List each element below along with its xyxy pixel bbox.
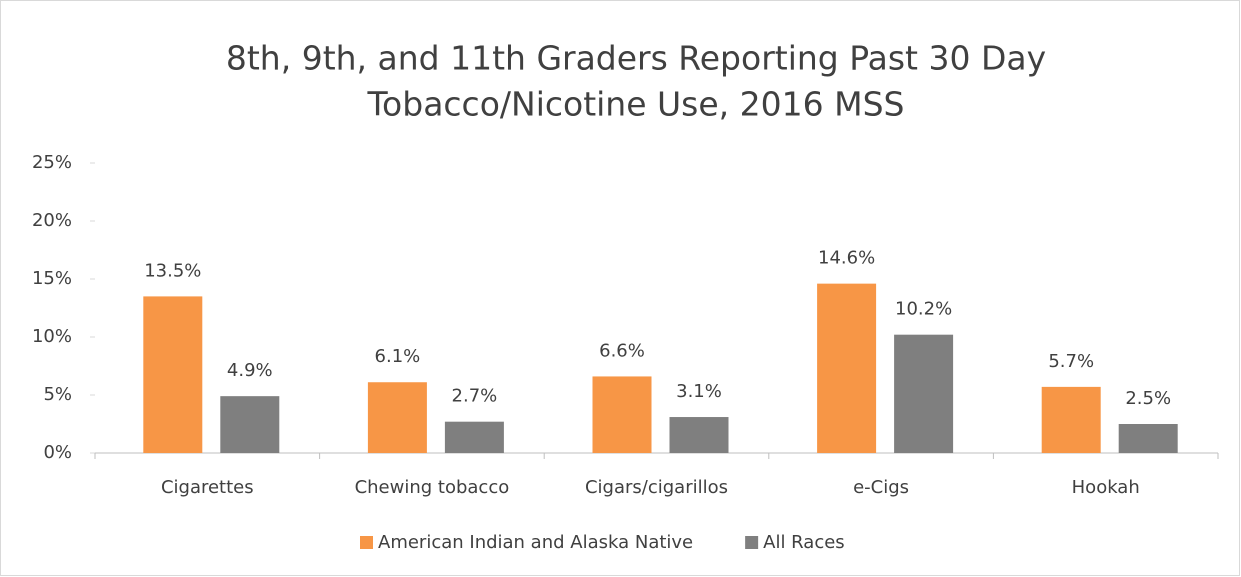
bar xyxy=(367,382,427,453)
chart-title: 8th, 9th, and 11th Graders Reporting Pas… xyxy=(226,39,1046,78)
legend-label: American Indian and Alaska Native xyxy=(378,532,693,553)
legend-swatch xyxy=(745,536,759,549)
bar xyxy=(817,283,877,453)
data-label: 6.6% xyxy=(599,340,645,361)
data-label: 13.5% xyxy=(144,260,201,281)
y-tick-label: 25% xyxy=(32,152,72,173)
y-tick-label: 5% xyxy=(43,384,72,405)
bar xyxy=(444,421,504,453)
y-tick-label: 10% xyxy=(32,326,72,347)
y-tick-label: 0% xyxy=(43,442,72,463)
bar xyxy=(894,334,954,453)
bar xyxy=(1041,386,1101,453)
bar xyxy=(669,417,729,453)
data-label: 14.6% xyxy=(818,248,875,269)
legend-swatch xyxy=(360,536,373,549)
bar xyxy=(220,396,280,453)
bar xyxy=(592,376,652,453)
x-tick-label: Cigarettes xyxy=(161,477,254,498)
data-label: 2.5% xyxy=(1125,388,1171,409)
x-tick-label: Hookah xyxy=(1072,477,1140,498)
data-label: 4.9% xyxy=(227,360,273,381)
x-tick-label: Cigars/cigarillos xyxy=(585,477,728,498)
y-tick-label: 15% xyxy=(32,268,72,289)
data-label: 2.7% xyxy=(452,386,498,407)
legend-label: All Races xyxy=(763,532,845,553)
y-tick-label: 20% xyxy=(32,210,72,231)
x-tick-label: e-Cigs xyxy=(853,477,909,498)
bar xyxy=(143,296,203,453)
x-tick-label: Chewing tobacco xyxy=(355,477,510,498)
bar xyxy=(1118,424,1178,453)
data-label: 10.2% xyxy=(895,299,952,320)
data-label: 3.1% xyxy=(676,381,722,402)
chart-title: Tobacco/Nicotine Use, 2016 MSS xyxy=(367,85,905,124)
data-label: 5.7% xyxy=(1048,351,1094,372)
data-label: 6.1% xyxy=(375,346,421,367)
